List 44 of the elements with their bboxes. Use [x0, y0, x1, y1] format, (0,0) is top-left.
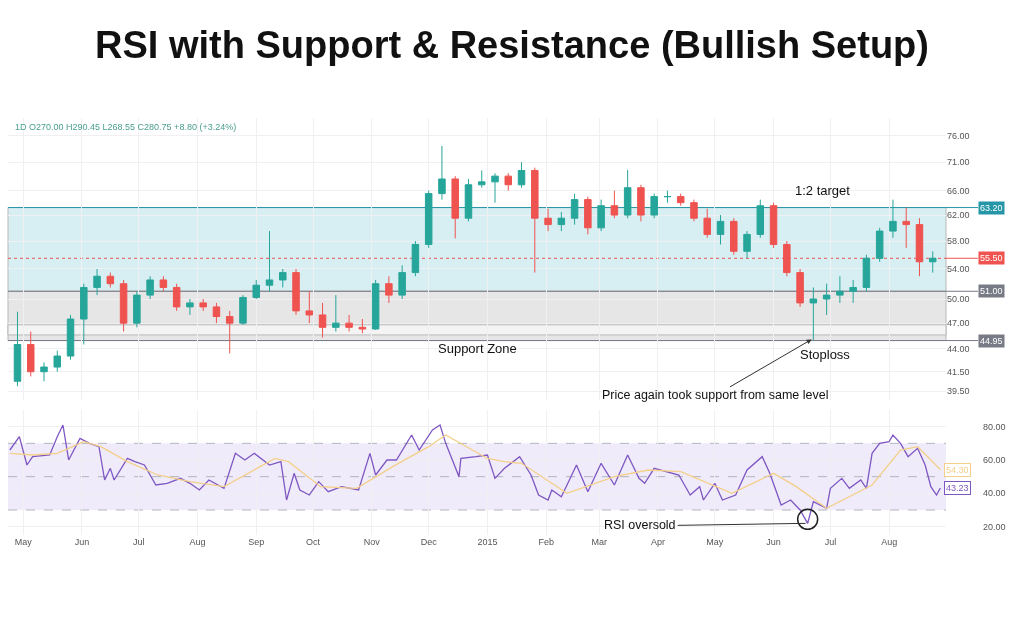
x-tick-label: Mar	[591, 537, 607, 547]
band-label: 1:2 target	[795, 183, 851, 198]
x-tick-label: Sep	[248, 537, 265, 547]
data-label: 54.30	[946, 465, 969, 475]
x-tick-label: Jun	[74, 537, 90, 547]
ref-line-label: 51.00	[980, 286, 1003, 296]
y-tick-label: 66.00	[947, 185, 970, 196]
x-tick-label: 2015	[477, 537, 498, 547]
x-tick-label: Jul	[824, 537, 837, 547]
y-tick-label: 20.00	[983, 521, 1006, 532]
y-tick-label: 60.00	[983, 455, 1006, 466]
ref-line-label: 55.50	[980, 253, 1003, 263]
y-tick-label: 44.00	[947, 344, 970, 355]
ref-line-label: 63.20	[980, 203, 1003, 213]
x-tick-label: Apr	[650, 537, 665, 547]
x-tick-label: Oct	[306, 537, 321, 547]
x-tick-label: Nov	[363, 537, 381, 547]
y-tick-label: 58.00	[947, 236, 970, 247]
y-tick-label: 47.00	[947, 318, 970, 329]
y-tick-label: 62.00	[947, 210, 970, 221]
x-tick-label: May	[706, 537, 724, 547]
x-tick-label: Dec	[420, 537, 438, 547]
y-tick-label: 50.00	[947, 294, 970, 305]
x-tick-label: May	[14, 537, 33, 547]
chart-title: RSI with Support & Resistance (Bullish Setup)	[95, 24, 929, 67]
y-tick-label: 80.00	[983, 421, 1006, 432]
ref-line-label: 44.95	[980, 336, 1003, 346]
x-tick-label: Jun	[766, 537, 781, 547]
y-tick-label: 40.00	[983, 488, 1006, 499]
y-tick-label: 54.00	[947, 264, 970, 275]
data-label: 43.23	[946, 483, 969, 493]
x-tick-label: Jul	[132, 537, 145, 547]
x-tick-label: Aug	[881, 537, 898, 547]
band-label: Stoploss	[800, 347, 851, 362]
chart-subtitle: 1D O270.00 H290.45 L268.55 C280.75 +8.80 (+3.24%)	[15, 122, 237, 132]
y-tick-label: 76.00	[947, 130, 970, 141]
annotation: RSI oversold	[604, 518, 676, 532]
annotation: Price again took support from same level	[602, 388, 829, 402]
y-tick-label: 71.00	[947, 157, 970, 168]
y-tick-label: 41.50	[947, 366, 970, 377]
x-tick-label: Aug	[189, 537, 206, 547]
y-tick-label: 39.50	[947, 386, 970, 397]
x-tick-label: Feb	[538, 537, 554, 547]
band-label: Support Zone	[438, 341, 517, 356]
